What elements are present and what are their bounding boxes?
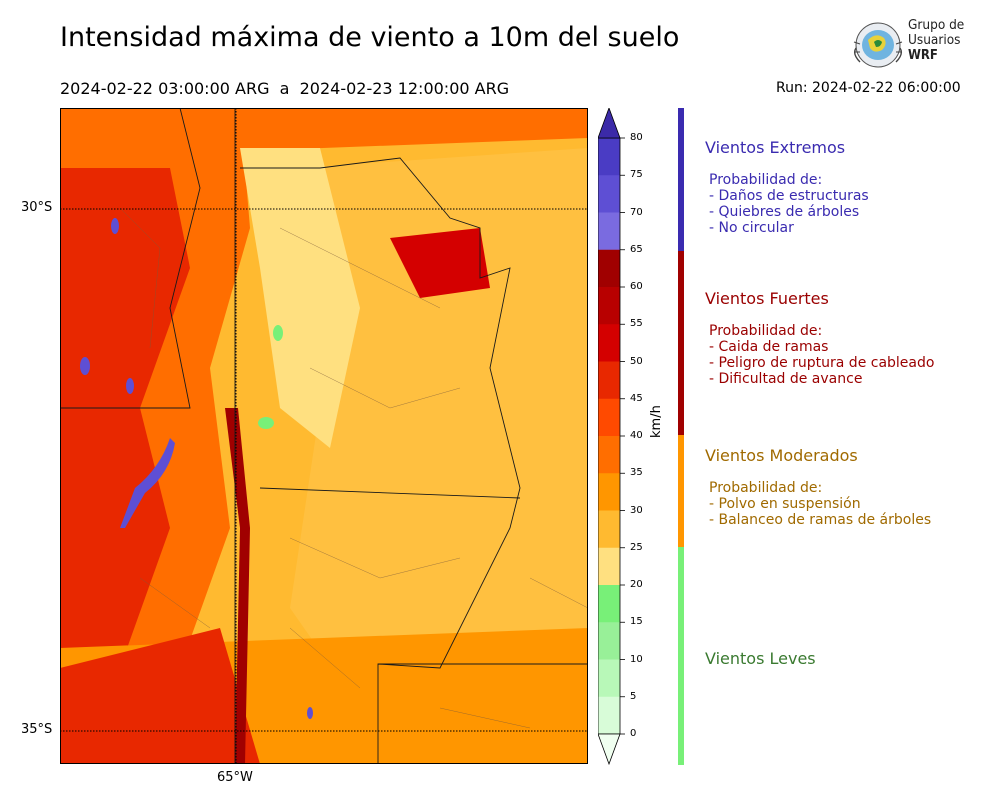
legend-fuertes-line: - Dificultad de avance xyxy=(709,371,863,387)
colorbar-segment xyxy=(598,249,620,288)
lat-label-35s: 35°S xyxy=(21,722,53,737)
colorbar-tick-label: 45 xyxy=(630,392,643,404)
lat-label-30s: 30°S xyxy=(21,200,53,215)
legend-moderados-line: - Polvo en suspensión xyxy=(709,496,861,512)
legend-bar-extremos xyxy=(678,108,684,251)
lon-label-65w: 65°W xyxy=(217,770,253,785)
field-ridge xyxy=(225,408,250,764)
colorbar-top-arrow xyxy=(598,108,621,139)
field-light-spot-1 xyxy=(273,325,283,341)
legend-extremos-line: Probabilidad de: xyxy=(709,172,823,188)
colorbar-segment xyxy=(598,324,620,362)
logo-line-2: Usuarios xyxy=(908,32,961,48)
colorbar-segment xyxy=(598,212,620,251)
legend-leves-title: Vientos Leves xyxy=(705,649,816,668)
colorbar-segment xyxy=(598,510,620,549)
logo-caption: Grupo de Usuarios WRF xyxy=(908,17,965,64)
colorbar-segment xyxy=(598,361,620,400)
colorbar-tick-label: 50 xyxy=(630,355,643,367)
field-extreme-spot-4 xyxy=(307,707,313,719)
legend-bar-leves xyxy=(678,547,684,765)
colorbar-tick-label: 70 xyxy=(630,206,643,218)
field-extreme-spot-3 xyxy=(126,378,134,394)
colorbar-segment xyxy=(598,659,620,698)
logo-line-3: WRF xyxy=(908,48,938,63)
province-borders xyxy=(60,108,588,764)
colorbar-tick-label: 80 xyxy=(630,132,643,143)
colorbar-segment xyxy=(598,696,620,735)
colorbar-tick-label: 75 xyxy=(630,169,643,181)
colorbar-tick-label: 10 xyxy=(630,653,643,665)
field-yellow-band xyxy=(240,148,360,448)
colorbar-tick-label: 25 xyxy=(630,541,643,553)
field-extreme-spot-1 xyxy=(111,218,119,234)
colorbar-tick-label: 35 xyxy=(630,467,643,479)
legend-moderados-line: Probabilidad de: xyxy=(709,480,823,496)
colorbar-segment xyxy=(598,473,620,511)
colorbar-tick-label: 15 xyxy=(630,616,643,628)
legend-fuertes-line: - Peligro de ruptura de cableado xyxy=(709,355,935,371)
colorbar-bottom-arrow xyxy=(598,733,621,766)
colorbar-unit: km/h xyxy=(649,405,664,438)
colorbar-tick-label: 5 xyxy=(630,690,637,702)
logo-line-1: Grupo de xyxy=(908,17,965,33)
colorbar-tick-label: 60 xyxy=(630,281,643,292)
wrf-group-logo: Grupo de Usuarios WRF xyxy=(848,18,968,72)
colorbar-tick-label: 40 xyxy=(630,430,643,441)
field-northeast-patch xyxy=(390,228,490,298)
legend-extremos-line: - Daños de estructuras xyxy=(709,188,869,204)
map-frame xyxy=(60,108,588,764)
colorbar-tick-label: 0 xyxy=(630,728,637,739)
map-title: Intensidad máxima de viento a 10m del su… xyxy=(60,22,680,53)
colorbar-tick-label: 30 xyxy=(630,504,643,516)
field-extreme-core xyxy=(120,438,175,528)
colorbar-segment xyxy=(598,175,620,213)
legend-fuertes-line: Probabilidad de: xyxy=(709,323,823,339)
legend-fuertes-details: Probabilidad de: - Caida de ramas - Peli… xyxy=(709,323,934,387)
legend-fuertes-title: Vientos Fuertes xyxy=(705,289,829,308)
department-borders xyxy=(119,207,588,729)
colorbar-segment xyxy=(598,287,620,325)
field-moderate-east xyxy=(290,148,588,708)
colorbar-segment xyxy=(598,585,620,623)
colorbar-tick-label: 20 xyxy=(630,579,643,590)
legend-extremos-line: - No circular xyxy=(709,220,794,236)
legend-bar-moderados xyxy=(678,435,684,547)
legend-moderados-details: Probabilidad de: - Polvo en suspensión -… xyxy=(709,480,931,528)
legend-extremos-title: Vientos Extremos xyxy=(705,138,846,157)
field-strong-west-inner xyxy=(60,168,190,708)
run-time: Run: 2024-02-22 06:00:00 xyxy=(776,80,961,96)
wind-intensity-map xyxy=(60,108,588,764)
colorbar-tick-label: 65 xyxy=(630,243,643,255)
legend-moderados-line: - Balanceo de ramas de árboles xyxy=(709,512,932,528)
legend-fuertes-line: - Caida de ramas xyxy=(709,339,829,355)
globe-icon xyxy=(853,22,903,68)
field-north-strip xyxy=(60,108,588,158)
field-southwest xyxy=(60,628,260,764)
colorbar-segment xyxy=(598,138,620,176)
colorbar-tick-label: 55 xyxy=(630,318,643,330)
colorbar-segment xyxy=(598,398,620,437)
colorbar xyxy=(598,108,625,766)
legend-extremos-line: - Quiebres de árboles xyxy=(709,204,860,220)
colorbar-segment xyxy=(598,436,620,474)
colorbar-segment xyxy=(598,547,620,586)
colorbar-segment xyxy=(598,622,620,660)
field-light-spot-2 xyxy=(258,417,274,429)
legend-extremos-details: Probabilidad de: - Daños de estructuras … xyxy=(709,172,869,236)
field-extreme-spot-2 xyxy=(80,357,90,375)
legend-moderados-title: Vientos Moderados xyxy=(705,446,858,465)
legend-bar-fuertes xyxy=(678,251,684,435)
forecast-period: 2024-02-22 03:00:00 ARG a 2024-02-23 12:… xyxy=(60,79,510,98)
